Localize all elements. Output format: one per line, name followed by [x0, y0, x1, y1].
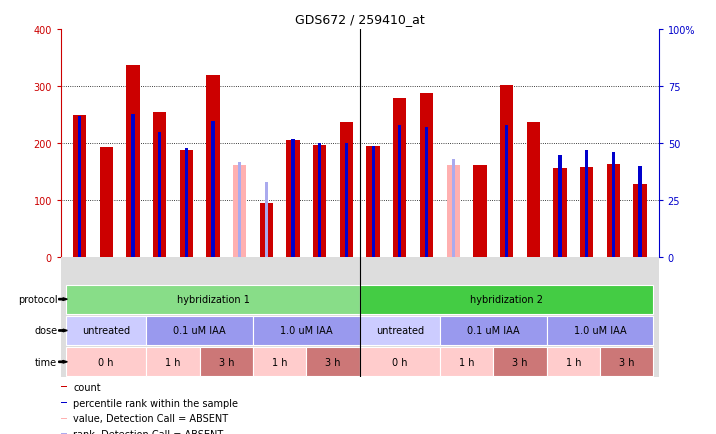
- Bar: [425, 128, 428, 257]
- Text: untreated: untreated: [82, 326, 130, 335]
- Bar: [158, 133, 161, 257]
- Text: 0.1 uM IAA: 0.1 uM IAA: [467, 326, 520, 335]
- Bar: [440, 316, 546, 345]
- Bar: [447, 165, 460, 257]
- Bar: [580, 168, 594, 257]
- Bar: [611, 153, 615, 257]
- Bar: [78, 117, 81, 257]
- Bar: [66, 285, 360, 314]
- Bar: [253, 316, 360, 345]
- Bar: [61, 418, 67, 419]
- Bar: [493, 348, 546, 376]
- Bar: [126, 66, 140, 257]
- Bar: [367, 147, 379, 257]
- Text: dose: dose: [34, 326, 57, 335]
- Text: 1 h: 1 h: [459, 357, 474, 367]
- Text: GDS672 / 259410_at: GDS672 / 259410_at: [295, 13, 425, 26]
- Bar: [73, 115, 86, 257]
- Bar: [546, 348, 600, 376]
- Bar: [500, 86, 513, 257]
- Bar: [440, 348, 493, 376]
- Bar: [180, 151, 193, 257]
- Text: protocol: protocol: [18, 295, 57, 304]
- Bar: [526, 122, 540, 257]
- Bar: [146, 348, 200, 376]
- Bar: [606, 165, 620, 257]
- Text: 3 h: 3 h: [619, 357, 634, 367]
- Bar: [153, 113, 166, 257]
- Bar: [634, 185, 647, 257]
- Text: 1 h: 1 h: [165, 357, 180, 367]
- Bar: [211, 121, 215, 257]
- Bar: [526, 122, 540, 257]
- Text: hybridization 1: hybridization 1: [177, 295, 249, 304]
- Bar: [265, 183, 268, 257]
- Text: time: time: [35, 357, 57, 367]
- Bar: [372, 146, 374, 257]
- Bar: [61, 402, 67, 403]
- Bar: [238, 162, 241, 257]
- Text: rank, Detection Call = ABSENT: rank, Detection Call = ABSENT: [73, 429, 223, 434]
- Bar: [359, 348, 440, 376]
- Bar: [340, 123, 353, 257]
- Bar: [585, 151, 589, 257]
- Bar: [553, 168, 566, 257]
- Bar: [185, 148, 188, 257]
- Bar: [398, 126, 402, 257]
- Bar: [233, 165, 246, 257]
- Bar: [291, 139, 295, 257]
- Bar: [473, 165, 487, 257]
- Bar: [313, 146, 326, 257]
- Bar: [600, 348, 654, 376]
- Bar: [200, 348, 253, 376]
- Bar: [639, 167, 642, 257]
- Bar: [318, 144, 321, 257]
- Bar: [100, 148, 113, 257]
- Bar: [306, 348, 360, 376]
- Bar: [345, 144, 348, 257]
- Text: value, Detection Call = ABSENT: value, Detection Call = ABSENT: [73, 413, 228, 423]
- Bar: [452, 160, 455, 257]
- Bar: [260, 204, 273, 257]
- Text: 3 h: 3 h: [512, 357, 528, 367]
- Text: 3 h: 3 h: [218, 357, 234, 367]
- Text: 0.1 uM IAA: 0.1 uM IAA: [173, 326, 226, 335]
- Text: 3 h: 3 h: [325, 357, 341, 367]
- Bar: [253, 348, 306, 376]
- Text: 1.0 uM IAA: 1.0 uM IAA: [574, 326, 626, 335]
- Bar: [131, 115, 135, 257]
- Bar: [61, 387, 67, 388]
- Bar: [558, 155, 561, 257]
- Bar: [359, 316, 440, 345]
- Bar: [286, 141, 300, 257]
- Bar: [206, 76, 220, 257]
- Bar: [546, 316, 654, 345]
- Text: 0 h: 0 h: [392, 357, 407, 367]
- Bar: [66, 316, 146, 345]
- Bar: [420, 93, 433, 257]
- Text: percentile rank within the sample: percentile rank within the sample: [73, 398, 238, 408]
- Text: 1 h: 1 h: [272, 357, 287, 367]
- Text: untreated: untreated: [376, 326, 424, 335]
- Text: hybridization 2: hybridization 2: [470, 295, 543, 304]
- Text: 1 h: 1 h: [566, 357, 581, 367]
- Bar: [359, 285, 654, 314]
- Bar: [393, 99, 407, 257]
- Text: count: count: [73, 382, 101, 392]
- Bar: [66, 348, 146, 376]
- Text: 0 h: 0 h: [99, 357, 114, 367]
- Bar: [146, 316, 253, 345]
- Bar: [505, 126, 508, 257]
- Text: 1.0 uM IAA: 1.0 uM IAA: [280, 326, 333, 335]
